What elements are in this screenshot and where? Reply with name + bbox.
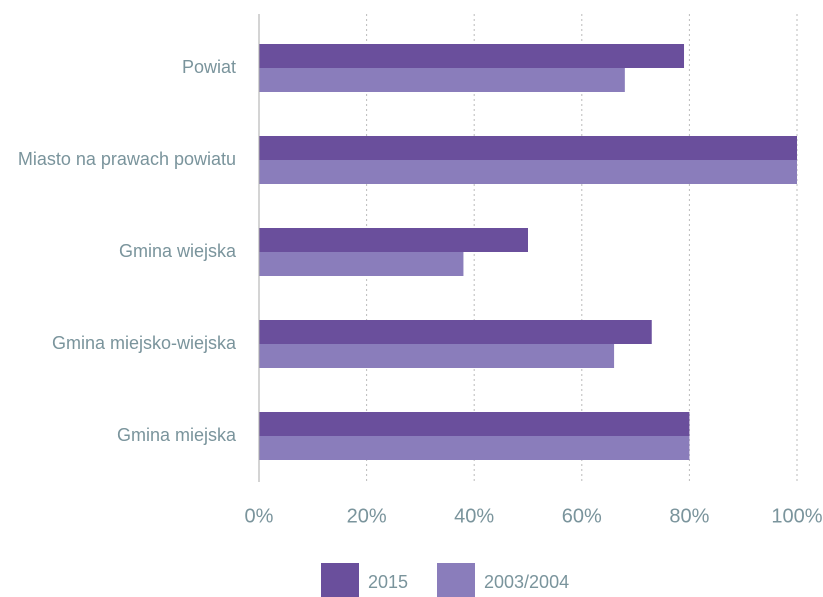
x-tick-label: 0% xyxy=(245,505,274,527)
x-tick-label: 20% xyxy=(347,505,387,527)
bar xyxy=(259,436,690,460)
y-tick-label: Miasto na prawach powiatu xyxy=(18,149,236,169)
bar xyxy=(259,160,797,184)
legend-label: 2003/2004 xyxy=(484,572,569,592)
bar xyxy=(259,228,528,252)
legend-swatch xyxy=(321,563,359,597)
bar xyxy=(259,344,615,368)
x-tick-label: 40% xyxy=(454,505,494,527)
bar xyxy=(259,320,652,344)
x-tick-label: 80% xyxy=(669,505,709,527)
bar xyxy=(259,412,690,436)
bar xyxy=(259,68,625,92)
bar xyxy=(259,252,464,276)
y-tick-label: Gmina miejsko-wiejska xyxy=(52,333,237,353)
y-tick-label: Powiat xyxy=(182,57,236,77)
x-tick-label: 100% xyxy=(771,505,822,527)
bar xyxy=(259,44,685,68)
x-tick-label: 60% xyxy=(562,505,602,527)
y-tick-label: Gmina wiejska xyxy=(119,241,237,261)
legend-label: 2015 xyxy=(368,572,408,592)
legend-swatch xyxy=(437,563,475,597)
y-tick-label: Gmina miejska xyxy=(117,425,237,445)
bar xyxy=(259,136,797,160)
